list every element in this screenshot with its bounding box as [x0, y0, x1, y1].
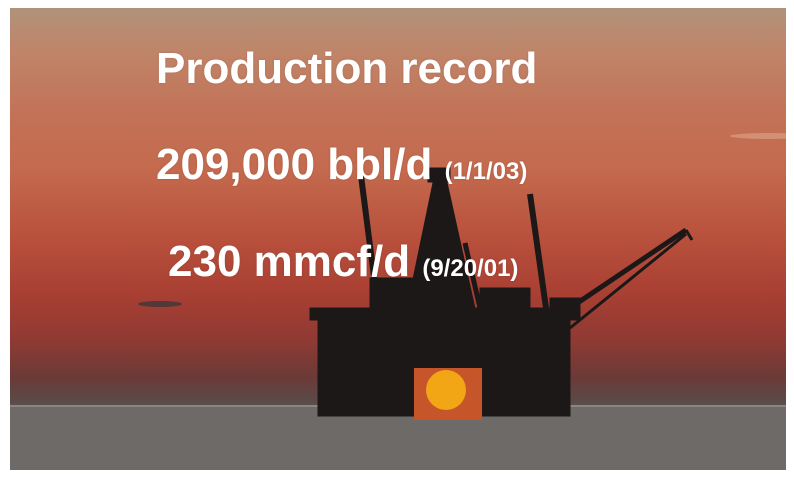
sun — [426, 370, 466, 410]
gas-date: (9/20/01) — [422, 255, 519, 282]
oil-date: (1/1/03) — [444, 158, 528, 185]
oil-production-line: 209,000 bbl/d (1/1/03) — [156, 140, 527, 190]
cloud-right — [730, 133, 786, 139]
platform-silhouette — [309, 167, 694, 417]
slide-title: Production record — [156, 44, 538, 93]
gas-production-line: 230 mmcf/d (9/20/01) — [168, 237, 518, 287]
cloud-left — [138, 301, 182, 307]
sea — [10, 406, 786, 470]
oil-platform-illustration — [10, 133, 786, 470]
oil-rate: 209,000 bbl/d — [156, 140, 433, 189]
background-photo — [10, 8, 786, 470]
gas-rate: 230 mmcf/d — [168, 237, 411, 286]
